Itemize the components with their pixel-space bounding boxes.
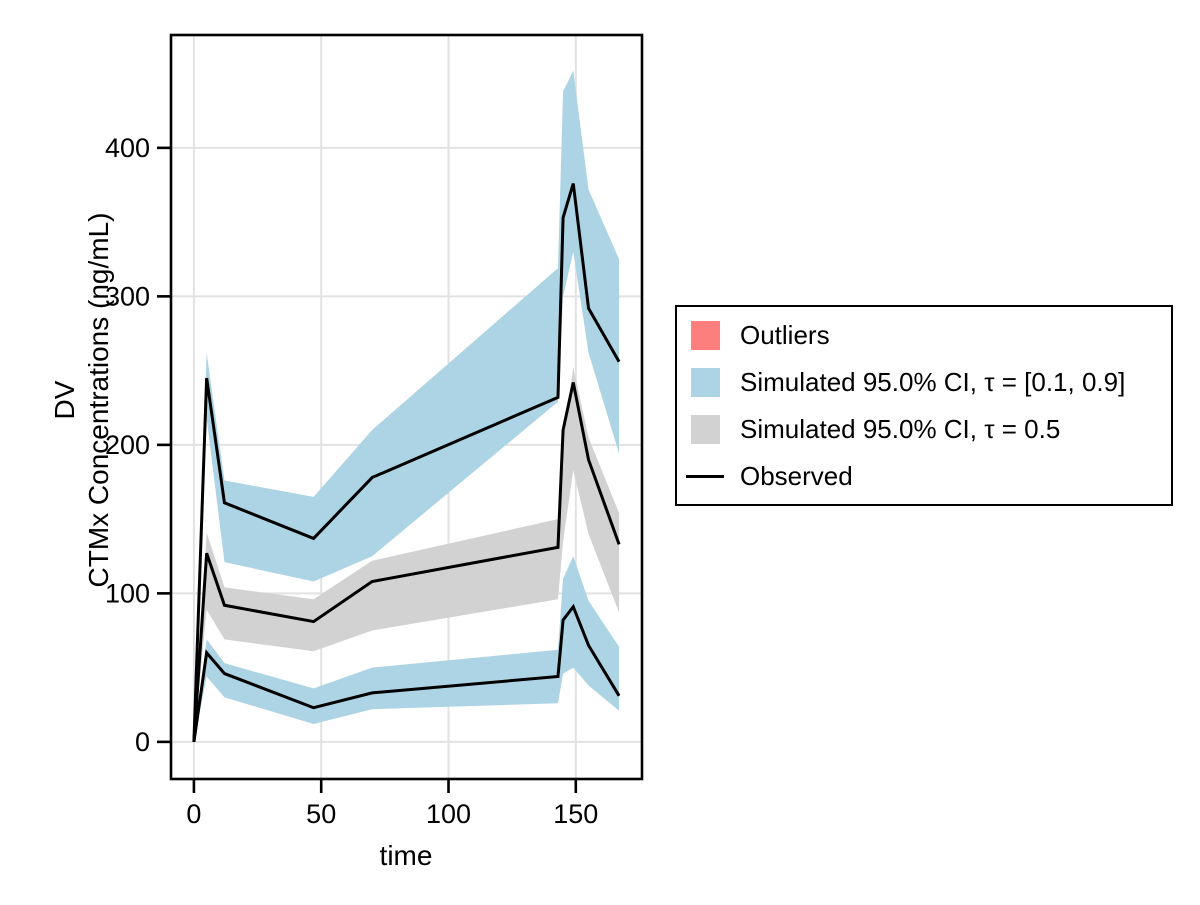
y-tick-label: 300 <box>105 281 150 311</box>
legend: Outliers Simulated 95.0% CI, τ = [0.1, 0… <box>675 305 1173 506</box>
legend-label-sim-ci-median: Simulated 95.0% CI, τ = 0.5 <box>740 413 1061 444</box>
observed-line <box>192 382 621 742</box>
plot-border <box>169 33 644 781</box>
legend-label-outliers: Outliers <box>740 319 830 350</box>
y-tick-label: 100 <box>105 578 150 608</box>
sim-ci-median-swatch-icon <box>691 414 720 444</box>
outliers-swatch-icon <box>691 320 720 350</box>
y-axis-label: DV CTMx Concentrations (ng/mL) <box>48 212 116 587</box>
observed-line <box>192 603 621 743</box>
legend-item-sim-ci-quantiles: Simulated 95.0% CI, τ = [0.1, 0.9] <box>691 367 1157 397</box>
y-tick-label: 400 <box>105 133 150 163</box>
observed-line-swatch-icon <box>686 462 724 491</box>
y-axis-label-line2: CTMx Concentrations (ng/mL) <box>83 212 114 588</box>
legend-item-sim-ci-median: Simulated 95.0% CI, τ = 0.5 <box>691 414 1157 444</box>
ci-band <box>193 70 620 742</box>
y-axis-label-line1: DV <box>49 380 80 420</box>
observed-line <box>192 183 621 742</box>
axis-ticks: 0 50 100 150 0 100 200 300 400 <box>105 133 598 829</box>
x-tick-label: 100 <box>426 799 471 829</box>
sim-ci-quantiles-swatch-icon <box>691 367 720 397</box>
x-tick-label: 150 <box>553 799 598 829</box>
x-axis-label: time <box>379 840 433 871</box>
observed-lines <box>192 183 621 743</box>
legend-item-outliers: Outliers <box>691 320 1157 350</box>
legend-item-observed: Observed <box>686 460 1157 491</box>
simulated-ci-bands <box>193 70 620 742</box>
legend-label-observed: Observed <box>740 460 853 491</box>
legend-label-sim-ci-quantiles: Simulated 95.0% CI, τ = [0.1, 0.9] <box>740 366 1126 397</box>
x-tick-label: 50 <box>306 799 336 829</box>
y-tick-label: 200 <box>105 430 150 460</box>
x-tick-label: 0 <box>186 799 201 829</box>
ci-band <box>193 556 620 742</box>
ci-band <box>193 367 620 742</box>
y-tick-label: 0 <box>135 727 150 757</box>
